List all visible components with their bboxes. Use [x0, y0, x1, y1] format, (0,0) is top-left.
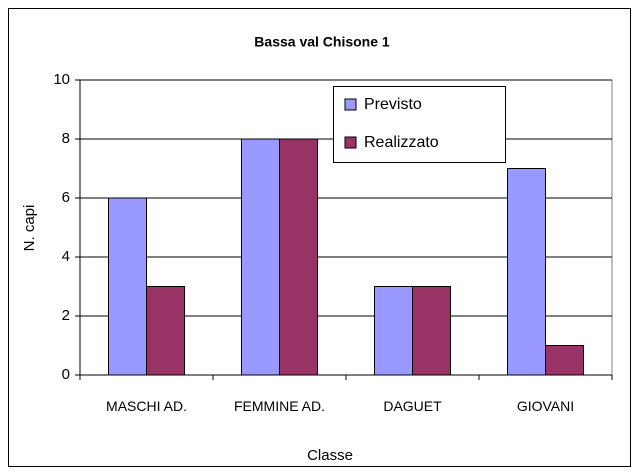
legend-label: Previsto: [364, 96, 422, 113]
x-tick-label: MASCHI AD.: [106, 398, 187, 414]
bar: [241, 138, 280, 376]
chart-title: Bassa val Chisone 1: [254, 34, 390, 50]
x-axis-label: Classe: [307, 447, 353, 464]
x-tick-label-box: GIOVANI: [516, 398, 575, 414]
y-tick-label: 4: [62, 248, 70, 265]
bar: [374, 286, 413, 376]
x-tick-label-box: MASCHI AD.: [106, 398, 187, 414]
bar: [146, 286, 185, 376]
x-tick-label: FEMMINE AD.: [233, 398, 325, 414]
bar: [507, 168, 546, 376]
x-tick-label: DAGUET: [383, 398, 442, 414]
y-tick-label: 0: [62, 366, 70, 383]
legend-swatch: [344, 136, 357, 149]
y-axis-label: N. capi: [21, 205, 38, 252]
y-tick-label: 10: [53, 71, 70, 88]
x-tick-label-box: DAGUET: [383, 398, 442, 414]
y-tick-label: 6: [62, 189, 70, 206]
bar: [279, 138, 318, 376]
legend-label: Realizzato: [364, 134, 439, 151]
legend-swatch: [344, 98, 357, 111]
legend-box: [333, 86, 506, 163]
bar: [108, 197, 147, 376]
x-tick-label-box: FEMMINE AD.: [233, 398, 325, 414]
x-tick-label: GIOVANI: [516, 398, 575, 414]
y-tick-label: 2: [62, 307, 70, 324]
bar: [412, 286, 451, 376]
y-tick-label: 8: [62, 130, 70, 147]
bar: [545, 345, 584, 376]
